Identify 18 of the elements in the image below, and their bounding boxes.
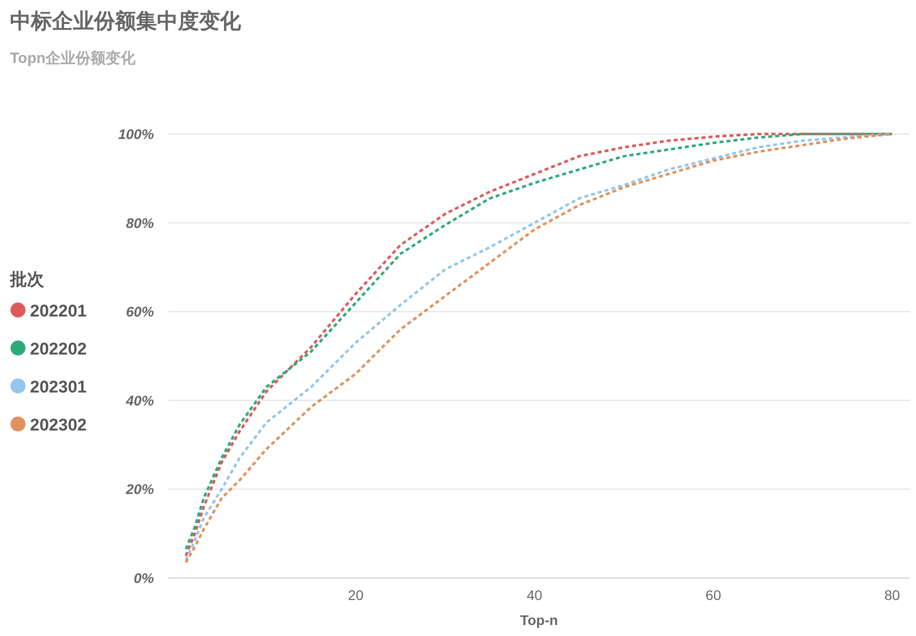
y-tick-label: 100% [118, 126, 155, 142]
x-tick-label: 40 [526, 587, 543, 603]
chart-subtitle: Topn企业份额变化 [10, 49, 137, 67]
legend-title: 批次 [9, 270, 45, 289]
x-axis-title: Top-n [520, 612, 558, 628]
legend-label: 202302 [30, 416, 87, 434]
chart-title: 中标企业份额集中度变化 [10, 9, 242, 33]
legend-label: 202202 [30, 340, 87, 358]
legend-label: 202301 [30, 378, 87, 396]
y-tick-label: 0% [134, 570, 155, 586]
x-tick-label: 20 [348, 587, 364, 603]
y-tick-label: 20% [124, 481, 155, 498]
y-tick-label: 40% [124, 392, 155, 408]
y-tick-label: 60% [126, 304, 155, 320]
legend-label: 202201 [30, 302, 87, 320]
y-tick-label: 80% [126, 214, 155, 231]
x-tick-label: 80 [884, 587, 900, 603]
x-tick-label: 60 [706, 587, 722, 603]
